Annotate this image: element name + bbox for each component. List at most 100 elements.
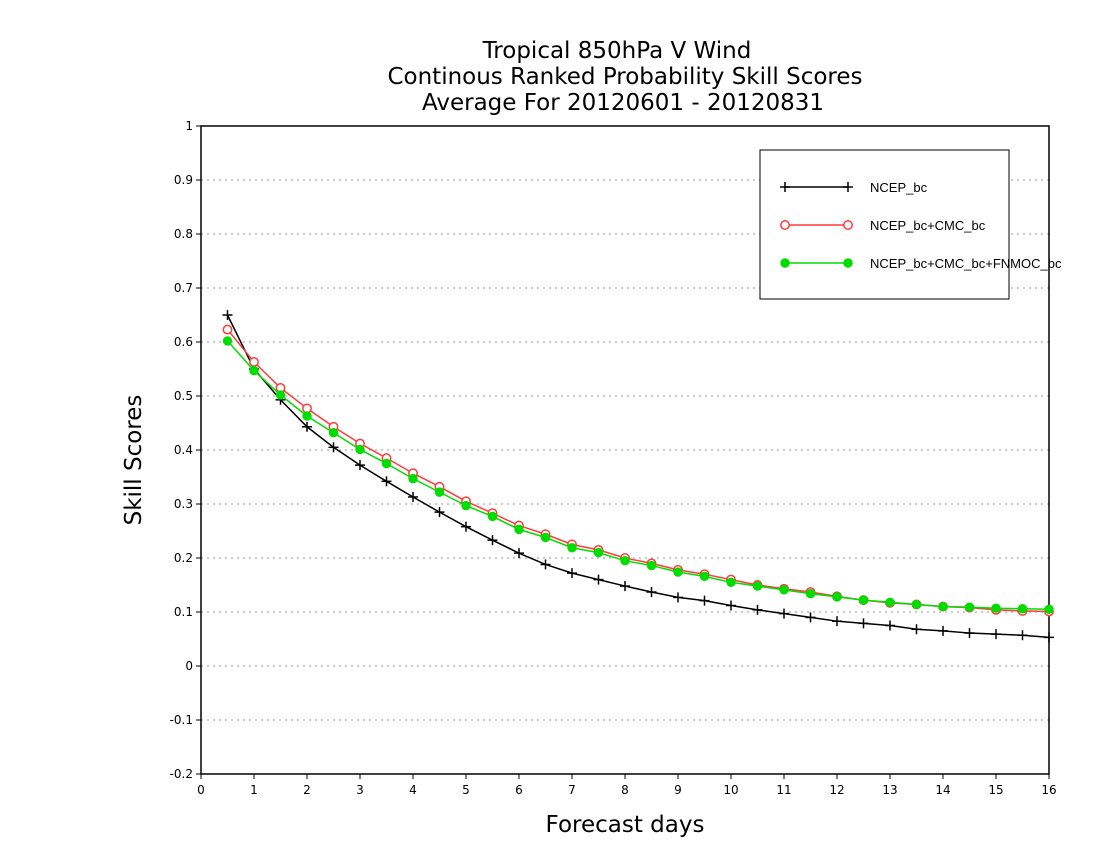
data-point [275,390,286,400]
x-tick-label: 2 [303,783,311,797]
data-point [540,532,551,543]
series-2 [222,324,1054,617]
legend-marker [780,182,790,192]
data-point [1017,604,1028,614]
x-tick-label: 0 [197,783,205,797]
data-point [567,568,577,579]
chart-title-line-1: Tropical 850hPa V Wind [482,38,752,64]
legend-label: NCEP_bc+CMC_bc [870,218,986,233]
y-tick-label: 0.7 [174,281,193,295]
data-point [328,442,339,453]
x-tick-label: 7 [568,783,576,797]
legend: NCEP_bc NCEP_bc+CMC_bc NCEP_bc+CMC_bc+FNMO… [759,149,1062,300]
data-point [1044,604,1054,614]
legend-entry: NCEP_bc+CMC_bc+FNMOC_bc [780,256,1062,271]
data-point [726,600,736,611]
chart-title-line-2: Continous Ranked Probability Skill Score… [387,64,862,90]
data-point [911,599,922,610]
y-tick-label: 1 [185,119,193,133]
y-axis-title: Skill Scores [121,395,147,526]
x-tick-label: 15 [988,783,1003,797]
data-point [593,574,604,585]
data-point [646,560,657,571]
y-tick-label: 0.4 [174,443,193,457]
x-tick-label: 3 [356,783,364,797]
y-tick-label: 0 [185,659,193,673]
x-tick-label: 12 [829,783,844,797]
data-point [355,444,365,455]
data-point [222,310,233,320]
data-point [805,612,816,623]
legend-marker [843,258,853,268]
data-point [1017,630,1028,641]
series-1 [222,310,1054,643]
data-point [249,357,259,367]
data-point [487,535,498,546]
series-layer [222,310,1054,643]
x-tick-label: 11 [776,783,791,797]
data-point [249,365,259,376]
x-tick-label: 10 [723,783,738,797]
data-point [567,543,577,553]
data-point [381,476,392,487]
data-point [699,595,710,606]
y-tick-label: -0.1 [170,713,193,727]
data-point [593,547,604,558]
y-tick-label: 0.1 [174,605,193,619]
data-point [673,567,683,577]
data-point [355,460,365,471]
data-point [514,524,524,535]
data-point [964,628,975,639]
data-point [328,428,339,438]
data-point [434,487,445,497]
data-point [222,324,233,335]
y-tick-label: 0.8 [174,227,193,241]
x-tick-label: 14 [935,783,950,797]
chart-title-line-3: Average For 20120601 - 20120831 [422,90,824,116]
data-point [673,592,683,603]
data-point [832,592,842,602]
axis-ticks: 10.90.80.70.60.50.40.30.20.10-0.1-0.20 1 2… [170,119,1057,797]
data-point [381,458,392,469]
series-line [226,329,1050,613]
legend-label: NCEP_bc [870,180,928,195]
data-point [699,571,710,582]
data-point [540,559,551,570]
y-tick-label: 0.6 [174,335,193,349]
data-point [461,500,471,511]
data-point [752,581,763,591]
series-line [226,340,1050,611]
data-point [858,595,869,605]
data-point [302,421,312,432]
y-tick-label: 0.3 [174,497,193,511]
data-point [779,585,789,595]
series-3 [222,336,1054,614]
data-point [991,629,1001,640]
legend-label: NCEP_bc+CMC_bc+FNMOC_bc [870,256,1062,271]
data-point [858,618,869,629]
y-tick-label: 0.2 [174,551,193,565]
series-line [226,314,1050,639]
data-point [938,625,948,636]
data-point [408,473,418,484]
legend-marker [780,258,790,268]
data-point [461,521,471,532]
x-tick-label: 5 [462,783,470,797]
x-tick-label: 4 [409,783,417,797]
data-point [885,597,895,607]
data-point [620,581,630,592]
legend-marker [780,220,790,230]
x-tick-label: 6 [515,783,523,797]
x-tick-label: 8 [621,783,629,797]
data-point [408,491,418,502]
data-point [434,507,445,518]
x-tick-label: 9 [674,783,682,797]
data-point [991,603,1001,613]
y-tick-label: 0.5 [174,389,193,403]
data-point [222,336,233,346]
data-point [487,511,498,522]
data-point [832,616,842,627]
legend-entry: NCEP_bc [780,180,928,195]
data-point [1044,632,1054,643]
